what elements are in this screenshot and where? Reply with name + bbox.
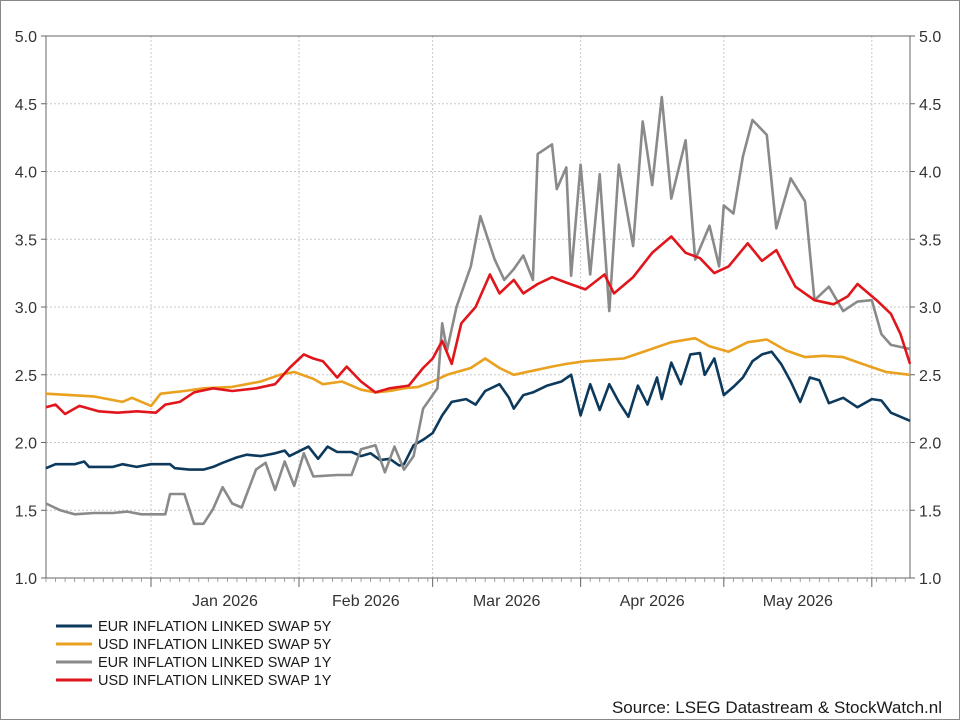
- series-line-4: [45, 235, 912, 416]
- y-tick-label-left: 2.0: [15, 436, 37, 453]
- y-tick-label-right: 4.5: [919, 97, 941, 114]
- y-tick-label-left: 3.0: [15, 300, 37, 317]
- legend-label: USD INFLATION LINKED SWAP 1Y: [98, 673, 332, 689]
- y-tick-label-right: 3.5: [919, 232, 941, 249]
- series-line-2: [45, 336, 911, 408]
- x-tick-label: Feb 2026: [332, 593, 400, 610]
- y-tick-label-right: 3.0: [919, 300, 941, 317]
- y-tick-label-left: 1.5: [15, 503, 37, 520]
- y-tick-label-left: 4.0: [15, 165, 37, 182]
- ticks: 1.0 1.0 1.5 1.5 2.0 2.0 2.5 2.5 3.0 3.0 3.5 3.5 4.0 4…: [15, 29, 942, 610]
- x-tick-label: Apr 2026: [620, 593, 685, 610]
- legend-label: EUR INFLATION LINKED SWAP 1Y: [98, 655, 332, 671]
- legend: EUR INFLATION LINKED SWAP 5Y USD INFLATIO…: [56, 619, 332, 689]
- legend-label: USD INFLATION LINKED SWAP 5Y: [98, 637, 332, 653]
- series-line-1: [45, 350, 911, 471]
- legend-label: EUR INFLATION LINKED SWAP 5Y: [98, 619, 332, 635]
- y-tick-label-left: 5.0: [15, 29, 37, 46]
- y-tick-label-right: 2.5: [919, 368, 941, 385]
- y-tick-label-right: 5.0: [919, 29, 941, 46]
- y-tick-label-right: 4.0: [919, 165, 941, 182]
- y-tick-label-left: 1.0: [15, 571, 37, 588]
- x-tick-label: Jan 2026: [192, 593, 258, 610]
- series-lines: [45, 95, 912, 526]
- x-tick-label: May 2026: [763, 593, 833, 610]
- y-tick-label-right: 1.0: [919, 571, 941, 588]
- x-tick-label: Mar 2026: [473, 593, 541, 610]
- y-tick-label-left: 4.5: [15, 97, 37, 114]
- y-tick-label-right: 1.5: [919, 503, 941, 520]
- series-line-3: [45, 95, 911, 526]
- grid: [46, 35, 910, 579]
- y-tick-label-left: 3.5: [15, 232, 37, 249]
- y-tick-label-left: 2.5: [15, 368, 37, 385]
- source-label: Source: LSEG Datastream & StockWatch.nl: [612, 698, 942, 717]
- y-tick-label-right: 2.0: [919, 436, 941, 453]
